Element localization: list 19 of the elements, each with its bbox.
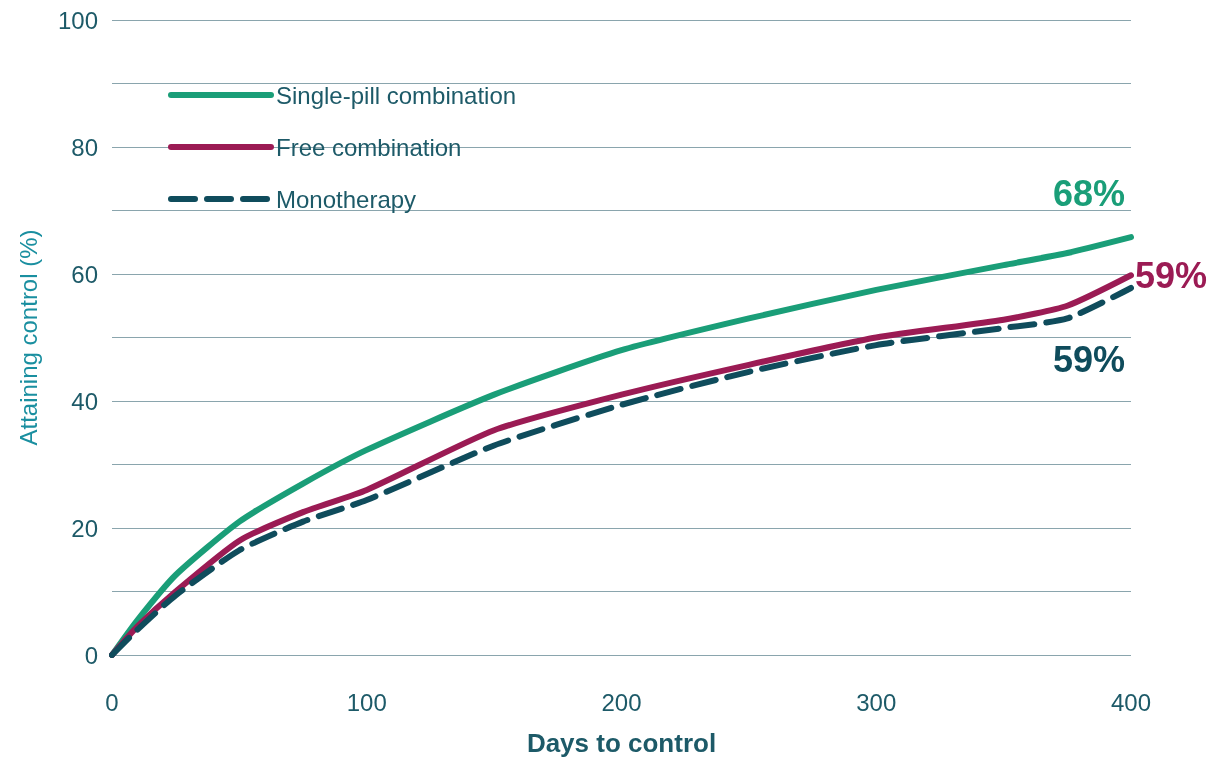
x-axis-title: Days to control [526, 728, 717, 758]
x-tick-label: 200 [601, 688, 642, 716]
x-tick-label: 300 [856, 688, 897, 716]
y-tick-label: 20 [71, 514, 98, 542]
legend-label: Monotherapy [276, 185, 417, 213]
x-tick-label: 100 [346, 688, 387, 716]
x-tick-label: 0 [105, 688, 119, 716]
y-tick-label: 100 [57, 6, 98, 34]
annotation: 68% [1052, 172, 1126, 214]
y-tick-label: 60 [71, 260, 98, 288]
y-tick-label: 0 [84, 641, 98, 669]
y-tick-label: 80 [71, 133, 98, 161]
legend-label: Free combination [276, 133, 462, 161]
y-axis-title: Attaining control (%) [14, 229, 42, 446]
x-tick-label: 400 [1110, 688, 1152, 716]
legend-label: Single-pill combination [276, 81, 517, 109]
annotation: 59% [1052, 339, 1126, 381]
text: 59% [1135, 254, 1208, 296]
y-tick-label: 40 [71, 387, 98, 415]
